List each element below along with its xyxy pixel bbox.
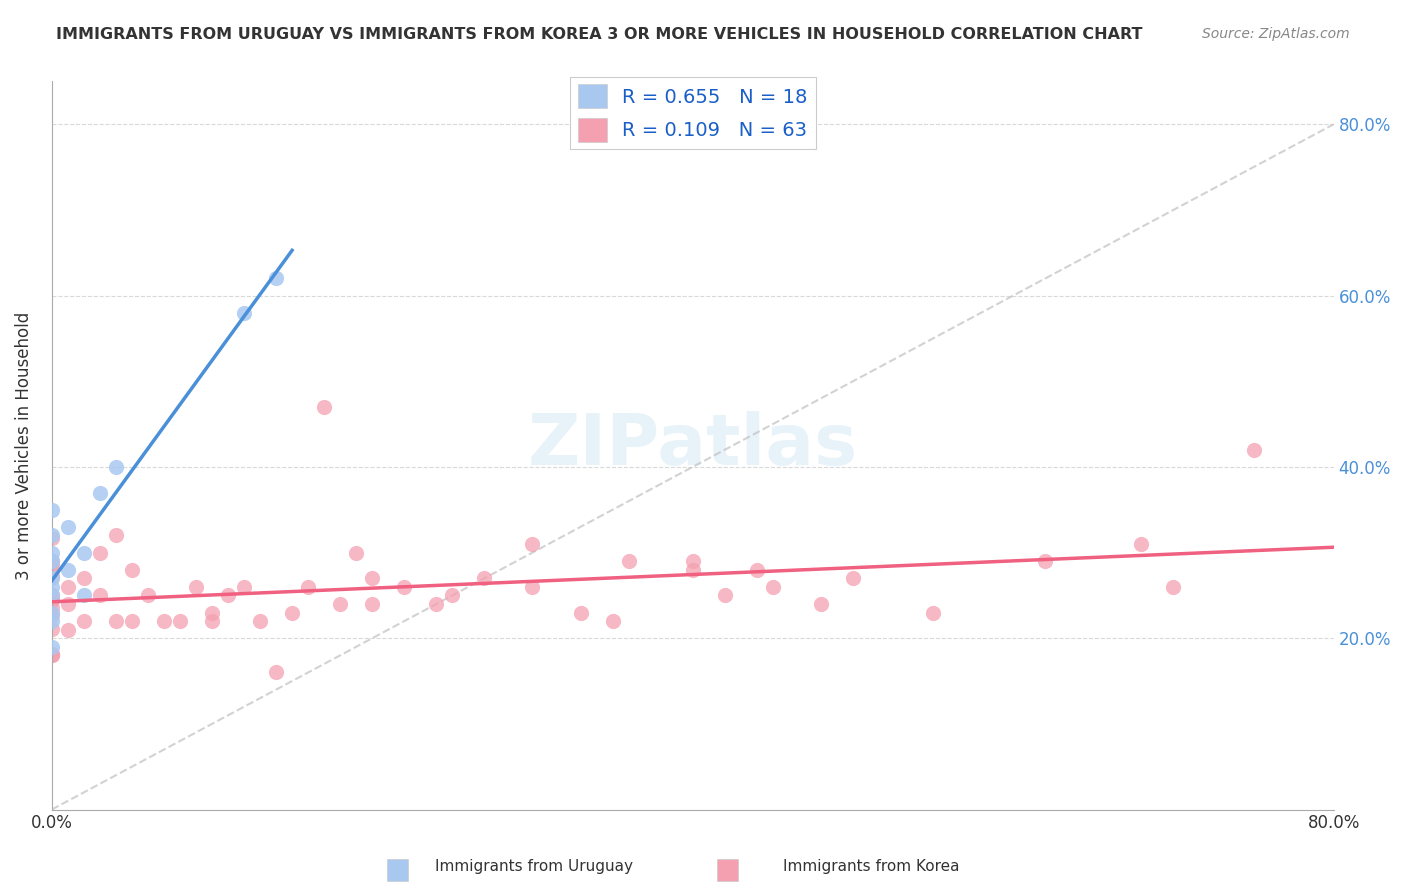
Point bbox=[344, 545, 367, 559]
Text: IMMIGRANTS FROM URUGUAY VS IMMIGRANTS FROM KOREA 3 OR MORE VEHICLES IN HOUSEHOLD: IMMIGRANTS FROM URUGUAY VS IMMIGRANTS FR… bbox=[56, 27, 1143, 42]
Point bbox=[297, 580, 319, 594]
Point bbox=[233, 580, 256, 594]
Point bbox=[249, 614, 271, 628]
Point bbox=[104, 528, 127, 542]
Point bbox=[41, 554, 63, 568]
Point bbox=[41, 531, 63, 545]
Point bbox=[41, 640, 63, 654]
Point bbox=[41, 592, 63, 607]
Point bbox=[569, 606, 592, 620]
Point bbox=[41, 571, 63, 585]
Text: Source: ZipAtlas.com: Source: ZipAtlas.com bbox=[1202, 27, 1350, 41]
Point bbox=[713, 588, 735, 602]
Text: Immigrants from Korea: Immigrants from Korea bbox=[783, 859, 960, 874]
Point bbox=[41, 554, 63, 568]
Point bbox=[41, 545, 63, 559]
Point bbox=[361, 571, 384, 585]
Point bbox=[474, 571, 496, 585]
Point bbox=[41, 648, 63, 663]
Point bbox=[762, 580, 785, 594]
Point bbox=[264, 665, 287, 680]
Point bbox=[217, 588, 239, 602]
Point bbox=[89, 485, 111, 500]
Point bbox=[682, 554, 704, 568]
Point bbox=[41, 647, 63, 661]
Point bbox=[281, 606, 304, 620]
Point bbox=[264, 271, 287, 285]
Point bbox=[522, 537, 544, 551]
Point bbox=[1243, 442, 1265, 457]
Point bbox=[41, 564, 63, 578]
Point bbox=[56, 563, 79, 577]
Point bbox=[745, 563, 768, 577]
Point bbox=[41, 580, 63, 594]
Point bbox=[41, 569, 63, 583]
Point bbox=[842, 571, 865, 585]
Point bbox=[136, 588, 159, 602]
Point bbox=[329, 597, 352, 611]
Point bbox=[73, 614, 96, 628]
Point bbox=[201, 614, 224, 628]
Point bbox=[73, 571, 96, 585]
Point bbox=[73, 545, 96, 559]
Point bbox=[121, 563, 143, 577]
Point bbox=[201, 606, 224, 620]
Point bbox=[1033, 554, 1056, 568]
Point bbox=[89, 588, 111, 602]
Point bbox=[41, 648, 63, 662]
Point bbox=[1130, 537, 1153, 551]
Point bbox=[121, 614, 143, 628]
Point bbox=[41, 588, 63, 602]
Point bbox=[41, 592, 63, 607]
Point bbox=[1163, 580, 1185, 594]
Point bbox=[394, 580, 416, 594]
Point bbox=[361, 597, 384, 611]
Point bbox=[104, 614, 127, 628]
Point bbox=[522, 580, 544, 594]
Point bbox=[56, 520, 79, 534]
Text: Immigrants from Uruguay: Immigrants from Uruguay bbox=[436, 859, 633, 874]
Point bbox=[41, 606, 63, 620]
Point bbox=[41, 607, 63, 622]
Point bbox=[425, 597, 447, 611]
Point bbox=[41, 623, 63, 637]
Point bbox=[41, 600, 63, 615]
Point bbox=[41, 557, 63, 571]
Point bbox=[56, 597, 79, 611]
Point bbox=[41, 528, 63, 542]
Point bbox=[602, 614, 624, 628]
Point bbox=[73, 588, 96, 602]
Point bbox=[314, 400, 336, 414]
Point bbox=[810, 597, 832, 611]
Point bbox=[89, 545, 111, 559]
Point bbox=[922, 606, 945, 620]
Point bbox=[41, 502, 63, 516]
Point bbox=[184, 580, 207, 594]
Point bbox=[56, 580, 79, 594]
Point bbox=[41, 614, 63, 628]
Point bbox=[617, 554, 640, 568]
Point bbox=[153, 614, 176, 628]
Point bbox=[56, 623, 79, 637]
Legend: R = 0.655   N = 18, R = 0.109   N = 63: R = 0.655 N = 18, R = 0.109 N = 63 bbox=[569, 77, 815, 149]
Point bbox=[104, 459, 127, 474]
Point bbox=[233, 306, 256, 320]
Y-axis label: 3 or more Vehicles in Household: 3 or more Vehicles in Household bbox=[15, 311, 32, 580]
Point bbox=[682, 563, 704, 577]
Point bbox=[41, 588, 63, 602]
Point bbox=[441, 588, 464, 602]
Point bbox=[169, 614, 191, 628]
Text: ZIPatlas: ZIPatlas bbox=[527, 411, 858, 480]
